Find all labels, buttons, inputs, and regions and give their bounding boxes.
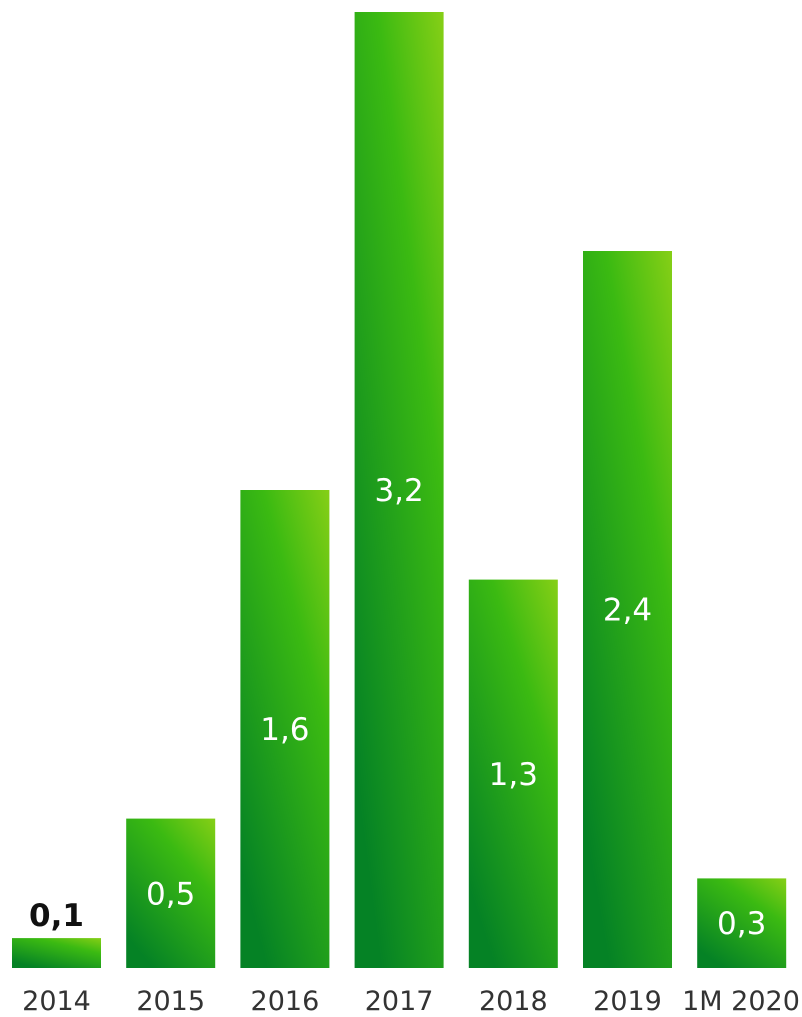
x-tick-label: 2018 (479, 986, 548, 1017)
value-label: 0,5 (146, 876, 195, 912)
bar-2014 (12, 938, 101, 968)
x-tick-label: 1M 2020 (682, 986, 800, 1017)
x-tick-label: 2015 (136, 986, 205, 1017)
x-tick-label: 2019 (593, 986, 662, 1017)
bar-2019 (583, 251, 672, 968)
value-label: 3,2 (374, 473, 423, 509)
bar-2017 (354, 12, 444, 968)
value-label: 1,6 (260, 712, 309, 748)
x-tick-label: 2014 (22, 986, 91, 1017)
x-axis-ticks: 2014 2015 2016 2017 2018 2019 1M 2020 (22, 986, 800, 1017)
bars-group (12, 12, 787, 968)
value-label: 2,4 (603, 593, 652, 629)
x-tick-label: 2017 (365, 986, 434, 1017)
bar-2018 (468, 579, 558, 968)
bar-1m-2020 (697, 878, 787, 968)
bar-2016 (240, 490, 330, 968)
value-label: 1,3 (489, 757, 538, 793)
bar-2015 (126, 818, 216, 968)
value-label: 0,3 (717, 906, 766, 942)
x-tick-label: 2016 (251, 986, 320, 1017)
value-label: 0,1 (29, 898, 84, 934)
value-labels-group: 0,1 0,5 1,6 3,2 1,3 2,4 0,3 (29, 473, 766, 942)
